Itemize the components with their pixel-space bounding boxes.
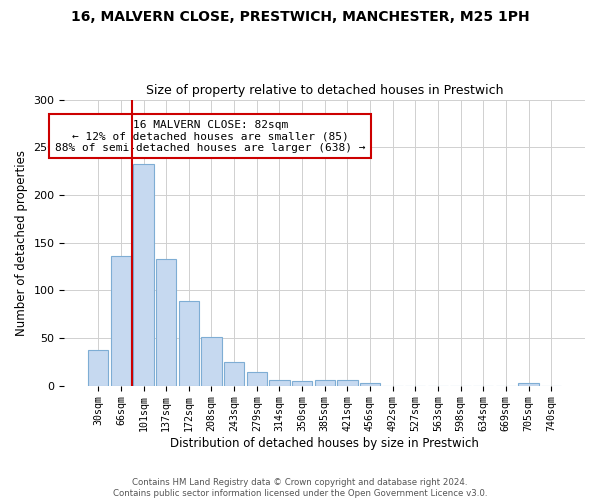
Title: Size of property relative to detached houses in Prestwich: Size of property relative to detached ho… xyxy=(146,84,503,97)
Text: Contains HM Land Registry data © Crown copyright and database right 2024.
Contai: Contains HM Land Registry data © Crown c… xyxy=(113,478,487,498)
Text: 16, MALVERN CLOSE, PRESTWICH, MANCHESTER, M25 1PH: 16, MALVERN CLOSE, PRESTWICH, MANCHESTER… xyxy=(71,10,529,24)
Bar xyxy=(201,337,221,386)
Bar xyxy=(111,256,131,386)
X-axis label: Distribution of detached houses by size in Prestwich: Distribution of detached houses by size … xyxy=(170,437,479,450)
Bar xyxy=(88,350,109,386)
Y-axis label: Number of detached properties: Number of detached properties xyxy=(15,150,28,336)
Bar xyxy=(292,381,312,386)
Bar xyxy=(269,380,290,386)
Bar xyxy=(337,380,358,386)
Bar xyxy=(156,259,176,386)
Bar xyxy=(179,301,199,386)
Bar xyxy=(314,380,335,386)
Text: 16 MALVERN CLOSE: 82sqm
← 12% of detached houses are smaller (85)
88% of semi-de: 16 MALVERN CLOSE: 82sqm ← 12% of detache… xyxy=(55,120,365,153)
Bar xyxy=(133,164,154,386)
Bar xyxy=(518,383,539,386)
Bar xyxy=(360,383,380,386)
Bar xyxy=(247,372,267,386)
Bar xyxy=(224,362,244,386)
